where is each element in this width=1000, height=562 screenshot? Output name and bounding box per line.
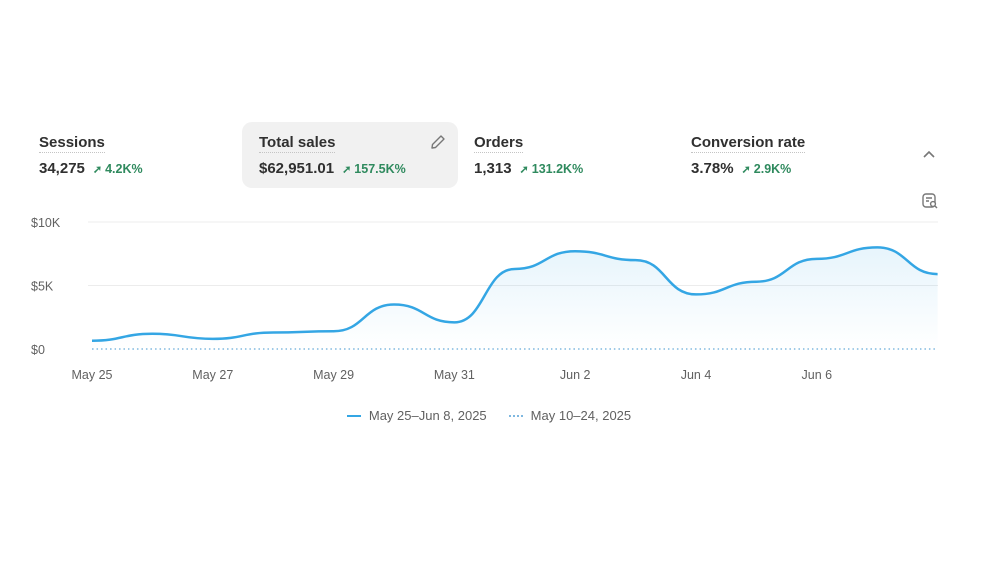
legend-label: May 25–Jun 8, 2025 [368,408,487,423]
x-tick-label: Jun 2 [560,368,591,382]
metric-value: 3.78% [691,160,734,177]
metric-delta: 4.2K% [105,162,143,176]
report-search-icon[interactable] [921,192,939,210]
arrow-up-right-icon: ➚ [519,164,529,176]
pencil-icon[interactable] [430,134,446,150]
y-tick-label: $5K [31,280,54,294]
x-tick-label: Jun 6 [802,368,833,382]
legend-swatch [508,414,523,417]
metric-delta: 131.2K% [531,162,584,176]
metric-total-sales[interactable]: Total sales $62,951.01 ➚ 157.5K% [242,122,458,188]
series-area [92,247,938,349]
y-tick-label: $10K [31,216,61,230]
series-line-current [91,246,938,342]
metric-conversion-rate[interactable]: Conversion rate 3.78% ➚ 2.9K% [674,122,890,188]
legend-swatch [346,414,361,417]
x-tick-label: Jun 4 [681,368,712,382]
legend-label: May 10–24, 2025 [530,408,632,423]
chevron-up-icon[interactable] [921,149,937,161]
legend-item-comparison[interactable]: May 10–24, 2025 [508,408,632,423]
x-tick-label: May 31 [434,368,475,382]
metric-label: Orders [474,134,524,153]
metric-orders[interactable]: Orders 1,313 ➚ 131.2K% [457,122,673,188]
metric-label: Sessions [39,134,105,153]
x-tick-label: May 29 [313,368,354,382]
chart-legend: May 25–Jun 8, 2025 May 10–24, 2025 [22,408,956,423]
x-tick-label: May 25 [72,368,113,382]
legend-item-current[interactable]: May 25–Jun 8, 2025 [346,408,487,423]
metric-delta: 2.9K% [753,162,792,176]
metric-value: $62,951.01 [259,160,335,177]
metric-label: Total sales [259,134,336,153]
arrow-up-right-icon: ➚ [342,164,352,176]
x-tick-label: May 27 [192,368,233,382]
metric-label: Conversion rate [691,134,806,153]
y-tick-label: $0 [31,343,45,357]
metric-delta: 157.5K% [354,162,406,176]
metric-sessions[interactable]: Sessions 34,275 ➚ 4.2K% [22,122,238,188]
arrow-up-right-icon: ➚ [92,164,103,176]
metric-value: 34,275 [39,160,85,177]
arrow-up-right-icon: ➚ [741,164,751,176]
metric-value: 1,313 [474,160,512,177]
